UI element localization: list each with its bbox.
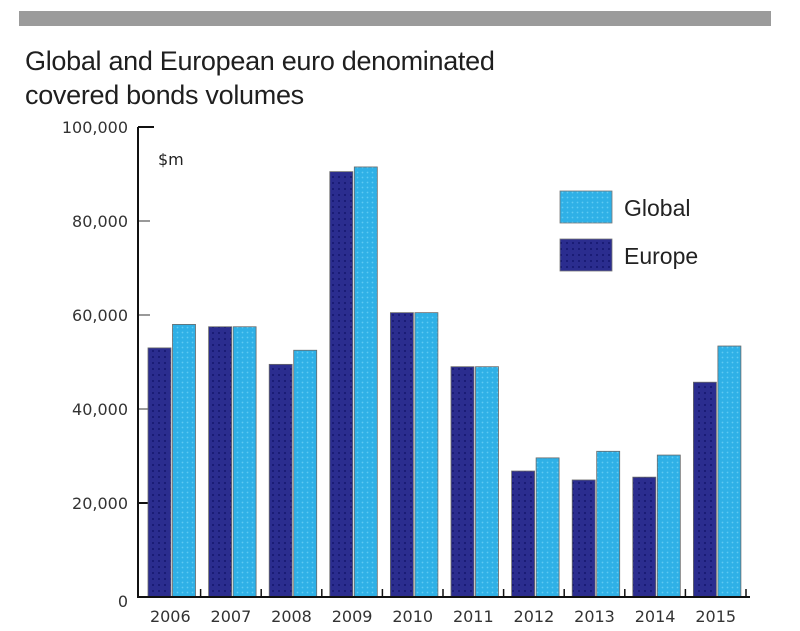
- x-tick-label: 2010: [392, 607, 433, 626]
- legend-swatch-global: [559, 190, 613, 224]
- chart-title-line-2: covered bonds volumes: [25, 80, 304, 110]
- bar-global-2007: [232, 326, 257, 598]
- y-tick-label: 0: [118, 592, 128, 611]
- legend-swatch-europe: [559, 238, 613, 272]
- y-tick-label: 60,000: [72, 306, 128, 325]
- bar-global-2010: [414, 312, 439, 598]
- bar-global-2009: [353, 166, 378, 598]
- x-tick-label: 2011: [453, 607, 494, 626]
- bar-global-2011: [475, 366, 499, 598]
- x-axis-labels: 2006 2007 2008 2009 2010 2011 2012 2013 2014 2015: [150, 607, 736, 626]
- bar-europe-2007: [208, 326, 233, 598]
- bar-europe-2008: [268, 363, 293, 598]
- legend-label-europe: Europe: [624, 243, 698, 269]
- axes: [137, 126, 750, 598]
- legend-label-global: Global: [624, 195, 690, 221]
- x-tick-label: 2015: [695, 607, 736, 626]
- legend: Global Europe: [559, 190, 698, 272]
- x-tick-label: 2009: [332, 607, 373, 626]
- y-axis-ticks: 0 20,000 40,000 60,000 80,000 100,000: [62, 118, 154, 611]
- bar-europe-2013: [571, 479, 596, 598]
- bar-global-2006: [172, 323, 196, 598]
- bar-global-2015: [717, 345, 742, 598]
- y-tick-label: 20,000: [72, 494, 128, 513]
- chart-title-line-1: Global and European euro denominated: [25, 46, 495, 76]
- bar-europe-2014: [632, 476, 657, 598]
- bar-global-2012: [535, 457, 560, 598]
- x-tick-label: 2013: [574, 607, 615, 626]
- y-tick-label: 40,000: [72, 400, 128, 419]
- bar-europe-2009: [329, 171, 354, 598]
- x-tick-label: 2006: [150, 607, 191, 626]
- x-tick-label: 2014: [635, 607, 676, 626]
- bar-global-2013: [596, 450, 621, 598]
- bar-global-2008: [293, 349, 318, 598]
- y-tick-label: 100,000: [62, 118, 128, 137]
- y-tick-label: 80,000: [72, 212, 128, 231]
- bar-europe-2012: [511, 470, 536, 598]
- chart-title: Global and European euro denominated cov…: [25, 44, 495, 112]
- bar-europe-2010: [389, 312, 414, 598]
- y-axis-unit-label: $m: [158, 150, 184, 169]
- bar-global-2014: [656, 454, 681, 598]
- bar-europe-2011: [450, 366, 475, 598]
- x-tick-label: 2008: [271, 607, 312, 626]
- x-tick-label: 2007: [211, 607, 252, 626]
- x-tick-label: 2012: [514, 607, 555, 626]
- bar-europe-2006: [147, 347, 172, 598]
- header-bar: [19, 11, 771, 26]
- bars: [147, 166, 742, 598]
- bar-europe-2015: [693, 381, 717, 598]
